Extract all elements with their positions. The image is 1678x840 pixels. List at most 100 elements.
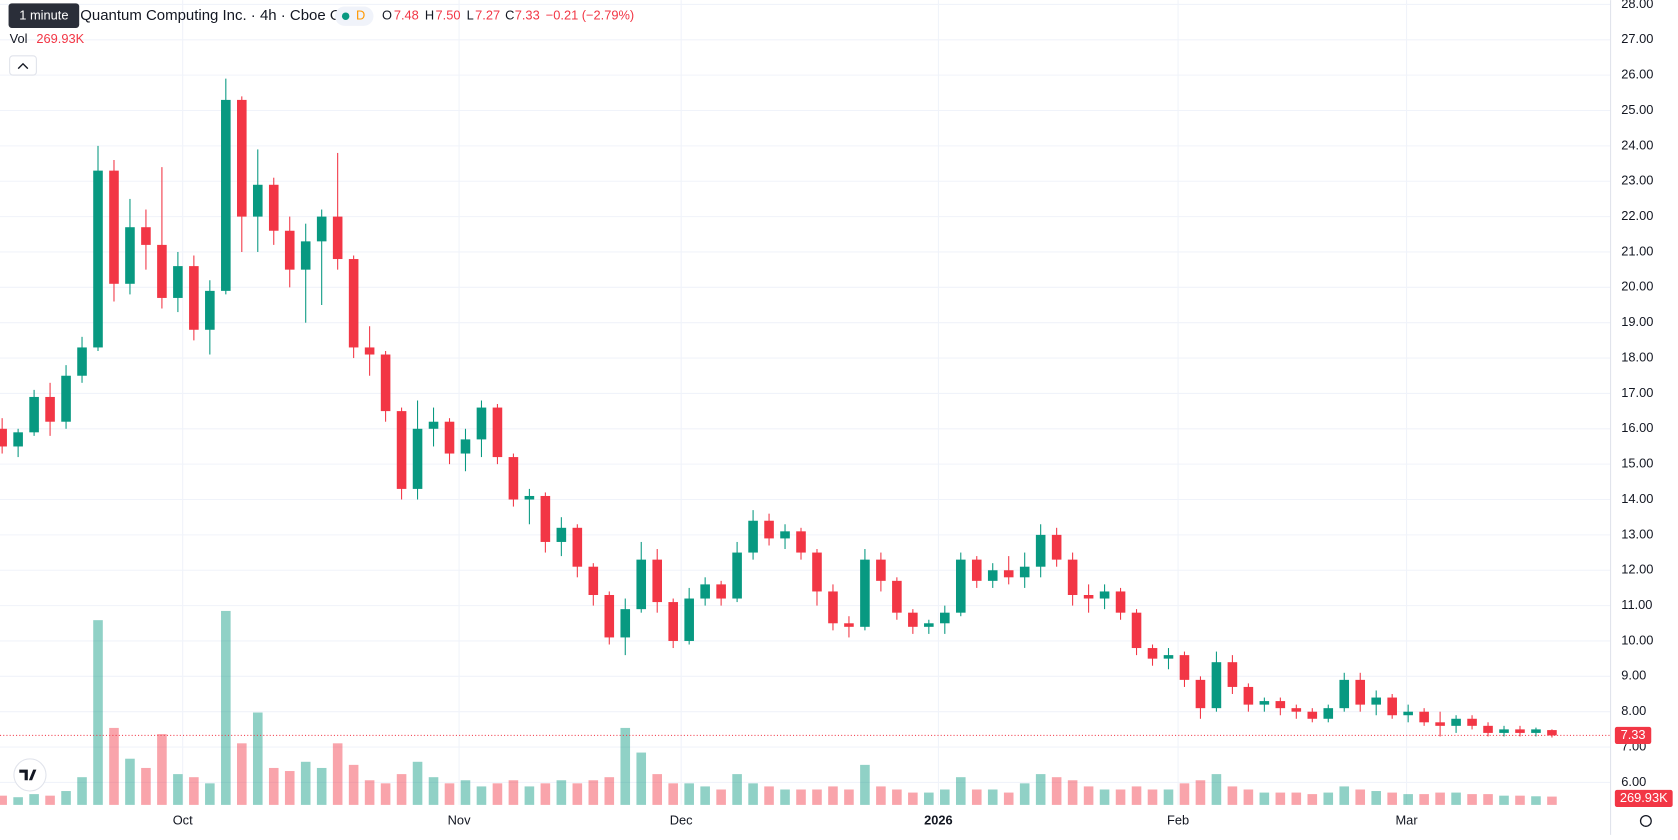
- volume-bar: [1451, 792, 1461, 805]
- candle-body: [93, 170, 103, 348]
- candle-body: [268, 184, 279, 231]
- volume-bar: [1211, 774, 1222, 805]
- candle-body: [1547, 730, 1557, 736]
- volume-bar: [13, 797, 23, 805]
- candle-body: [1419, 711, 1429, 723]
- candle-body: [908, 612, 918, 627]
- volume-bar: [1403, 794, 1413, 805]
- volume-bar: [300, 761, 311, 805]
- volume-bar: [764, 786, 774, 805]
- volume-bar: [1195, 780, 1206, 805]
- candle-body: [1275, 701, 1286, 709]
- candle-body: [364, 347, 375, 355]
- y-tick-label: 10.00: [1621, 632, 1653, 647]
- volume-bar: [157, 734, 167, 805]
- candle-body: [1291, 708, 1302, 712]
- volume-pane: [0, 610, 1557, 805]
- y-tick-label: 12.00: [1621, 562, 1653, 577]
- x-tick-label: 2026: [924, 812, 953, 827]
- candle-body: [652, 559, 663, 603]
- volume-tag: [1614, 789, 1673, 808]
- candle-body: [844, 623, 854, 627]
- volume-bar: [1019, 783, 1030, 805]
- candle-body: [1259, 701, 1270, 705]
- candle-body: [1387, 697, 1397, 716]
- change: −0.21 (−2.79%): [546, 8, 634, 23]
- volume-bar: [780, 789, 790, 805]
- ohlc-label: L: [467, 8, 474, 23]
- volume-bar: [476, 786, 487, 805]
- candle-body: [0, 428, 7, 447]
- candle-body: [396, 411, 407, 489]
- candle-body: [684, 598, 694, 641]
- volume-value: 269.93K: [36, 31, 84, 46]
- candle-body: [1499, 729, 1509, 733]
- candle-body: [412, 428, 423, 489]
- candle-body: [29, 396, 39, 433]
- volume-bar: [1355, 789, 1366, 805]
- ohlc-value: 7.50: [436, 8, 461, 23]
- volume-bar: [1067, 780, 1078, 805]
- y-tick-label: 24.00: [1621, 137, 1653, 152]
- price-tag: [1614, 726, 1652, 744]
- candle-body: [955, 559, 966, 613]
- volume-bar: [0, 795, 7, 805]
- volume-bar: [189, 777, 199, 805]
- candle-body: [1323, 708, 1334, 719]
- volume-bar: [1387, 792, 1397, 805]
- x-tick-label: Oct: [173, 812, 193, 827]
- candle-body: [460, 439, 471, 454]
- volume-bar: [748, 783, 758, 805]
- grid: [0, 0, 1611, 805]
- y-tick-label: 9.00: [1621, 668, 1646, 683]
- candle-body: [1339, 679, 1350, 709]
- volume-bar: [45, 795, 55, 805]
- candle-body: [1067, 559, 1078, 595]
- y-tick-label: 13.00: [1621, 526, 1653, 541]
- candle-body: [1227, 662, 1238, 687]
- collapse-button[interactable]: [9, 55, 37, 76]
- candle-body: [1467, 718, 1477, 726]
- settings-icon[interactable]: [1639, 814, 1652, 827]
- y-tick-label: 15.00: [1621, 456, 1653, 471]
- ohlc-label: H: [425, 8, 434, 23]
- volume-bar: [141, 767, 151, 805]
- volume-bar: [1515, 795, 1525, 805]
- candle-body: [1051, 534, 1062, 560]
- volume-bar: [908, 792, 918, 805]
- volume-bar: [205, 783, 215, 805]
- volume-bar: [93, 620, 103, 805]
- volume-tag-label: 269.93K: [1620, 790, 1668, 805]
- candle-body: [237, 99, 247, 217]
- volume-bar: [540, 783, 551, 805]
- candle-body: [1307, 711, 1318, 719]
- volume-bar: [620, 727, 631, 805]
- badge: [334, 6, 374, 26]
- y-tick-label: 17.00: [1621, 385, 1653, 400]
- candle-body: [1003, 570, 1014, 578]
- x-tick-label: Nov: [448, 812, 471, 827]
- y-tick-label: 8.00: [1621, 703, 1646, 718]
- volume-bar: [1499, 795, 1509, 805]
- volume-bar: [316, 767, 327, 805]
- y-tick-label: 18.00: [1621, 349, 1653, 364]
- candle-body: [173, 266, 183, 298]
- candle-body: [332, 216, 343, 260]
- volume-bar: [444, 783, 455, 805]
- candle-body: [109, 170, 119, 284]
- candle-body: [1531, 729, 1541, 733]
- symbol-title: Quantum Computing Inc. · 4h · Cboe One: [80, 7, 358, 24]
- volume-bar: [732, 774, 742, 805]
- y-tick-label: 21.00: [1621, 243, 1653, 258]
- volume-bar: [460, 780, 471, 805]
- tooltip: [8, 3, 80, 28]
- candle-body: [1451, 718, 1461, 726]
- candle-body: [1099, 591, 1110, 599]
- volume-bar: [1291, 792, 1302, 805]
- volume-bar: [428, 777, 439, 805]
- time-axis: Oct Nov Dec 2026 Feb Mar: [173, 812, 1419, 827]
- candle-body: [940, 612, 950, 624]
- volume-bar: [1131, 786, 1142, 805]
- volume-bar: [1003, 792, 1014, 805]
- candle-body: [1035, 534, 1046, 567]
